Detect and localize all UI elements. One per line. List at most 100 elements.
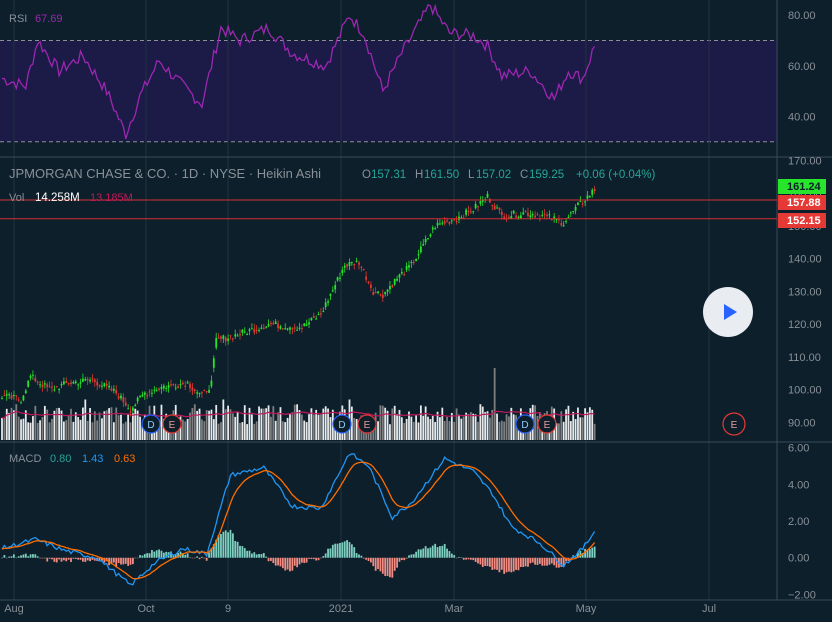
histogram-bar: [577, 552, 579, 558]
volume-bar: [462, 416, 465, 440]
histogram-bar: [34, 554, 37, 558]
candle-body: [148, 391, 151, 393]
volume-bar: [569, 421, 572, 440]
histogram-bar: [431, 545, 434, 558]
histogram-bar: [396, 557, 398, 568]
volume-bar: [503, 421, 506, 440]
histogram-bar: [512, 557, 515, 572]
candle-body: [82, 378, 84, 382]
dividend-marker[interactable]: D: [332, 414, 352, 434]
earnings-marker-upcoming[interactable]: E: [722, 412, 746, 436]
volume-bar: [536, 415, 539, 440]
volume-bar: [74, 412, 77, 440]
dividend-marker-label: D: [147, 420, 154, 431]
histogram-bar: [5, 557, 8, 559]
candle-body: [398, 274, 401, 278]
volume-bar: [70, 408, 72, 440]
candle-body: [217, 337, 220, 339]
histogram-bar: [220, 534, 222, 558]
histogram-bar: [24, 553, 27, 558]
candle-body: [277, 323, 279, 328]
volume-bar: [593, 423, 596, 440]
histogram-bar: [239, 545, 241, 558]
dividend-marker[interactable]: D: [515, 414, 535, 434]
earnings-marker[interactable]: E: [162, 414, 182, 434]
volume-bar: [210, 409, 213, 440]
candle-body: [286, 328, 289, 330]
candle-body: [48, 386, 51, 388]
earnings-marker-label: E: [169, 420, 176, 431]
histogram-bar: [15, 557, 18, 559]
candle-body: [110, 388, 113, 391]
candle-body: [558, 219, 560, 221]
histogram-bar: [517, 557, 520, 571]
volume-bar: [96, 420, 99, 440]
histogram-bar: [48, 557, 51, 559]
volume-bar: [189, 412, 191, 440]
volume-bar: [515, 415, 517, 440]
earnings-marker[interactable]: E: [537, 414, 557, 434]
event-markers[interactable]: D E D E D E E: [141, 412, 746, 436]
histogram-bar: [129, 557, 132, 565]
candle-body: [334, 285, 337, 290]
candle-body: [3, 395, 6, 397]
histogram-bar: [110, 557, 113, 564]
macd-line-value: 1.43: [82, 453, 103, 465]
volume-bar: [534, 405, 537, 440]
candle-body: [212, 358, 215, 368]
low-value: 157.02: [476, 169, 511, 181]
histogram-bar: [350, 544, 353, 558]
histogram-bar: [270, 557, 272, 561]
histogram-bar: [415, 551, 418, 558]
volume-bar: [465, 412, 467, 440]
candle-body: [443, 221, 446, 224]
volume-bar: [265, 408, 268, 440]
histogram-bar: [403, 557, 406, 561]
candle-body: [370, 284, 372, 288]
histogram-bar: [17, 556, 20, 558]
dividend-marker[interactable]: D: [141, 414, 161, 434]
histogram-bar: [39, 557, 41, 559]
histogram-bar: [286, 557, 289, 570]
histogram-bar: [303, 557, 306, 564]
volume-bar: [274, 420, 277, 440]
histogram-bar: [198, 557, 201, 560]
candle-body: [567, 217, 570, 219]
histogram-bar: [341, 542, 344, 558]
histogram-bar: [370, 557, 372, 563]
rsi-axis-tick: 60.00: [788, 61, 816, 73]
candle-body: [132, 407, 134, 411]
volume-bar: [584, 408, 586, 440]
candles[interactable]: [1, 185, 596, 417]
volume-bar: [191, 407, 194, 440]
volume-bar: [427, 416, 429, 440]
histogram-bar: [320, 557, 322, 559]
earnings-marker[interactable]: E: [357, 414, 377, 434]
dividend-marker-label: D: [521, 420, 528, 431]
volume-bar: [91, 422, 94, 440]
candle-body: [41, 384, 44, 388]
candle-body: [105, 383, 108, 386]
hline-1-label-bg: [778, 195, 826, 210]
candle-body: [512, 210, 515, 214]
volume-bar: [355, 418, 358, 440]
candle-body: [572, 211, 575, 213]
volume-bar: [115, 407, 118, 440]
volume-bar: [98, 412, 101, 440]
volume-bar: [132, 413, 134, 440]
volume-bar: [431, 415, 434, 440]
axes[interactable]: 80.0060.0040.00170.00160.00150.00140.001…: [4, 10, 821, 615]
candle-body: [174, 387, 177, 389]
volume-bar: [405, 418, 408, 440]
candle-body: [367, 282, 370, 284]
histogram-bar: [141, 555, 144, 558]
replay-play-button[interactable]: [703, 287, 753, 337]
histogram-bar: [158, 549, 160, 558]
volume-bar: [358, 420, 360, 440]
histogram-bar: [82, 557, 84, 562]
histogram-bar: [343, 541, 346, 558]
candle-body: [586, 195, 589, 199]
histogram-bar: [460, 557, 463, 558]
